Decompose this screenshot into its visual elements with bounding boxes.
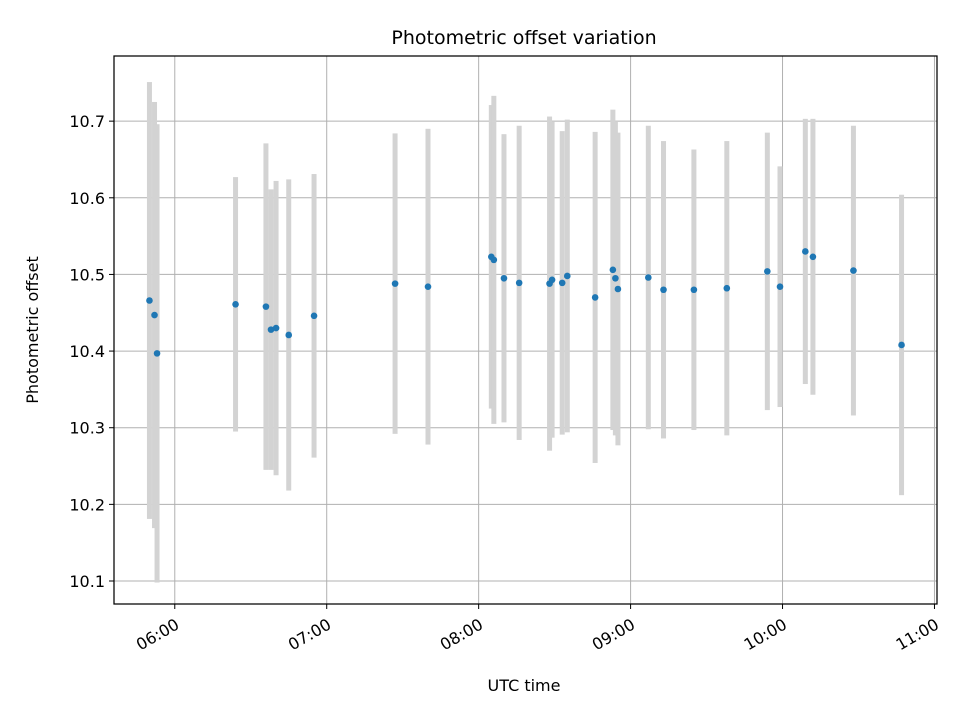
data-point — [850, 267, 857, 274]
y-axis-label: Photometric offset — [23, 256, 42, 404]
data-point — [151, 311, 158, 319]
y-tick-label: 10.5 — [69, 265, 105, 284]
data-point — [310, 312, 318, 320]
data-point — [612, 274, 619, 282]
y-axis: 10.1 10.2 10.3 10.4 10.5 10.6 10.7 — [69, 112, 114, 591]
y-tick-label: 10.7 — [69, 112, 105, 131]
data-point — [232, 301, 239, 308]
y-tick-label: 10.2 — [69, 495, 105, 514]
data-point — [285, 331, 293, 339]
y-tick-label: 10.3 — [69, 419, 105, 438]
chart-title: Photometric offset variation — [391, 27, 656, 49]
data-point — [272, 324, 280, 332]
data-point — [609, 266, 617, 274]
data-point — [591, 294, 599, 301]
y-tick-label: 10.4 — [69, 342, 105, 361]
data-point — [764, 268, 771, 275]
data-point — [391, 280, 399, 287]
data-point — [614, 285, 622, 293]
data-point — [515, 279, 523, 287]
data-point — [548, 276, 556, 284]
data-point — [500, 274, 508, 282]
data-point — [424, 283, 432, 290]
data-point — [690, 286, 698, 294]
plot-frame — [113, 55, 938, 605]
data-point — [645, 274, 652, 281]
grid — [114, 56, 937, 604]
data-point — [558, 279, 566, 287]
data-point — [153, 350, 161, 357]
x-axis-label: UTC time — [488, 676, 561, 695]
data-point — [490, 256, 498, 264]
data-point — [262, 303, 270, 310]
data-points — [146, 248, 905, 357]
data-point — [563, 272, 571, 280]
data-point — [146, 297, 153, 304]
data-point — [267, 326, 275, 333]
data-point — [723, 284, 731, 292]
y-tick-label: 10.1 — [69, 572, 105, 591]
data-point — [898, 341, 905, 349]
data-point — [776, 283, 784, 290]
data-point — [660, 286, 667, 294]
data-point — [809, 253, 817, 261]
data-point — [802, 248, 809, 255]
y-tick-label: 10.6 — [69, 189, 105, 208]
